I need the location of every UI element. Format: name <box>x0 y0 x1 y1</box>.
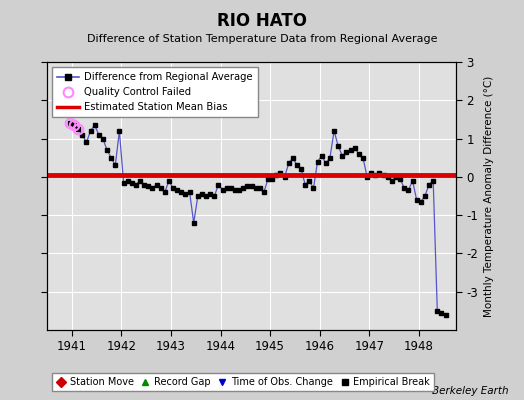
Legend: Station Move, Record Gap, Time of Obs. Change, Empirical Break: Station Move, Record Gap, Time of Obs. C… <box>52 373 434 391</box>
Text: Difference of Station Temperature Data from Regional Average: Difference of Station Temperature Data f… <box>87 34 437 44</box>
Legend: Difference from Regional Average, Quality Control Failed, Estimated Station Mean: Difference from Regional Average, Qualit… <box>52 67 258 117</box>
Y-axis label: Monthly Temperature Anomaly Difference (°C): Monthly Temperature Anomaly Difference (… <box>484 75 494 317</box>
Text: Berkeley Earth: Berkeley Earth <box>432 386 508 396</box>
Text: RIO HATO: RIO HATO <box>217 12 307 30</box>
